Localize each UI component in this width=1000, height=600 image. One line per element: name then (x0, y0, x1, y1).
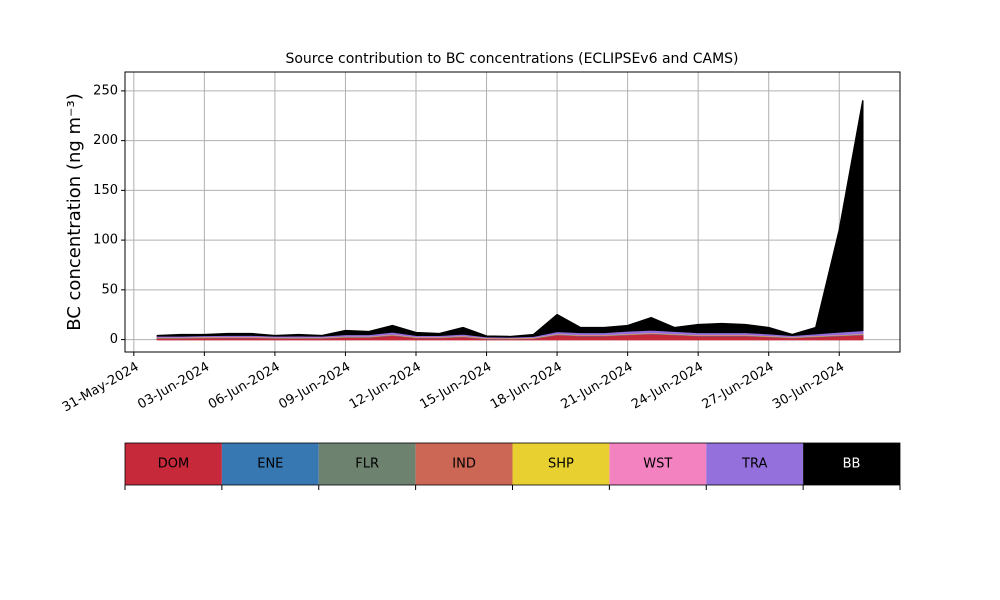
x-tick-label: 24-Jun-2024 (629, 360, 706, 413)
chart-title: Source contribution to BC concentrations… (285, 51, 738, 67)
legend-swatch (415, 443, 513, 485)
legend-label: WST (643, 457, 672, 472)
legend-label: SHP (548, 457, 574, 472)
area (156, 100, 864, 338)
legend-label: DOM (158, 457, 189, 472)
x-tick-label: 15-Jun-2024 (417, 360, 494, 413)
y-tick-label: 0 (110, 332, 118, 347)
y-tick-label: 100 (93, 233, 118, 248)
legend-swatch (512, 443, 610, 485)
x-tick-label: 30-Jun-2024 (770, 360, 847, 413)
legend-label: ENE (257, 457, 283, 472)
legend-label: FLR (355, 457, 379, 472)
y-axis-label: BC concentration (ng m⁻³) (64, 93, 85, 331)
legend-swatch (803, 443, 900, 485)
y-tick-label: 50 (101, 282, 118, 297)
legend-swatch (318, 443, 416, 485)
x-tick-label: 09-Jun-2024 (276, 360, 353, 413)
x-tick-label: 06-Jun-2024 (206, 360, 283, 413)
plot-frame (124, 71, 901, 353)
legend-swatch (125, 443, 222, 485)
legend-label: IND (452, 457, 476, 472)
legend-label: BB (843, 457, 861, 472)
x-tick-label: 31-May-2024 (60, 360, 142, 416)
y-tick-label: 250 (93, 83, 118, 98)
x-tick-label: 03-Jun-2024 (135, 360, 212, 413)
legend-swatch (221, 443, 319, 485)
x-tick-label: 21-Jun-2024 (559, 360, 636, 413)
y-tick-label: 200 (93, 133, 118, 148)
legend-swatch (609, 443, 707, 485)
x-tick-label: 27-Jun-2024 (700, 360, 777, 413)
x-tick-label: 18-Jun-2024 (488, 360, 565, 413)
x-tick-label: 12-Jun-2024 (347, 360, 424, 413)
legend-swatch (706, 443, 804, 485)
legend-label: TRA (741, 457, 767, 472)
y-tick-label: 150 (93, 183, 118, 198)
